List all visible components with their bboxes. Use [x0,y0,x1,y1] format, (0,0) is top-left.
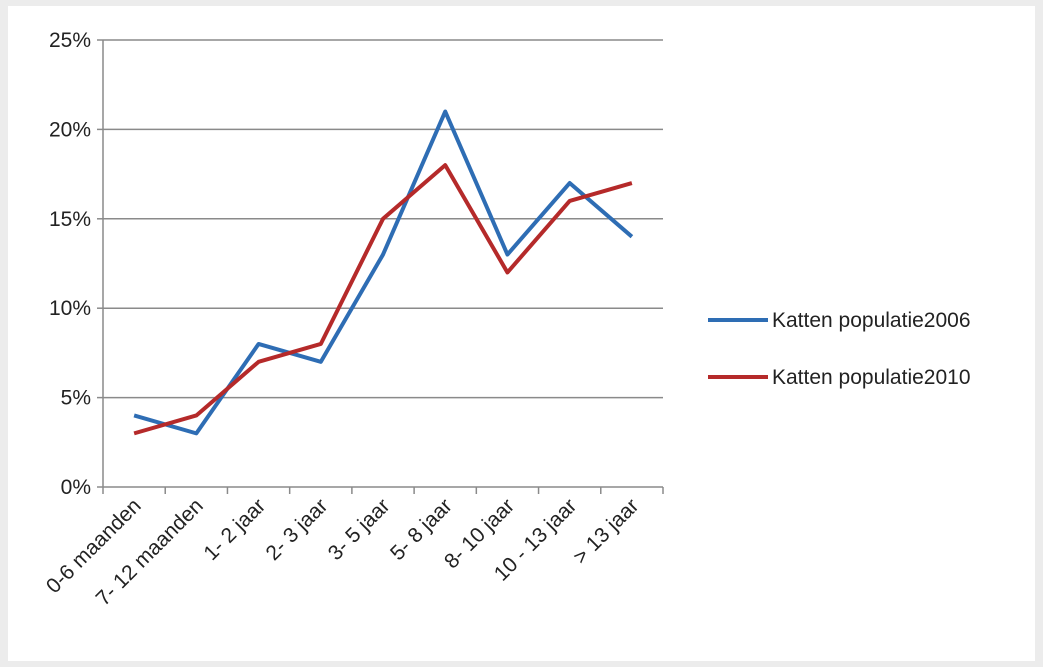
y-tick-label: 10% [49,297,91,320]
y-tick-label: 5% [61,387,91,410]
x-tick-label: 3- 5 jaar [324,494,395,565]
x-tick-label: 7- 12 maanden [92,494,208,610]
series-lines [133,109,634,436]
y-tick-label: 25% [49,29,91,52]
x-tick-label: > 13 jaar [569,494,643,568]
series-line-2 [133,163,633,436]
series-line-1 [133,109,634,436]
axes [97,39,664,494]
chart-frame: 0% 5% 10% 15% 20% 25% 0-6 maanden 7- 12 maande… [8,6,1035,661]
legend: Katten populatie2006 Katten populatie2010 [708,309,971,389]
y-tick-labels: 0% 5% 10% 15% 20% 25% [49,29,91,499]
y-tick-label: 0% [61,476,91,499]
x-tick-label: 2- 3 jaar [262,494,333,565]
legend-label: Katten populatie2006 [772,309,971,332]
x-tick-label: 1- 2 jaar [199,494,270,565]
y-tick-label: 15% [49,208,91,231]
y-tick-label: 20% [49,118,91,141]
legend-label: Katten populatie2010 [772,366,971,389]
